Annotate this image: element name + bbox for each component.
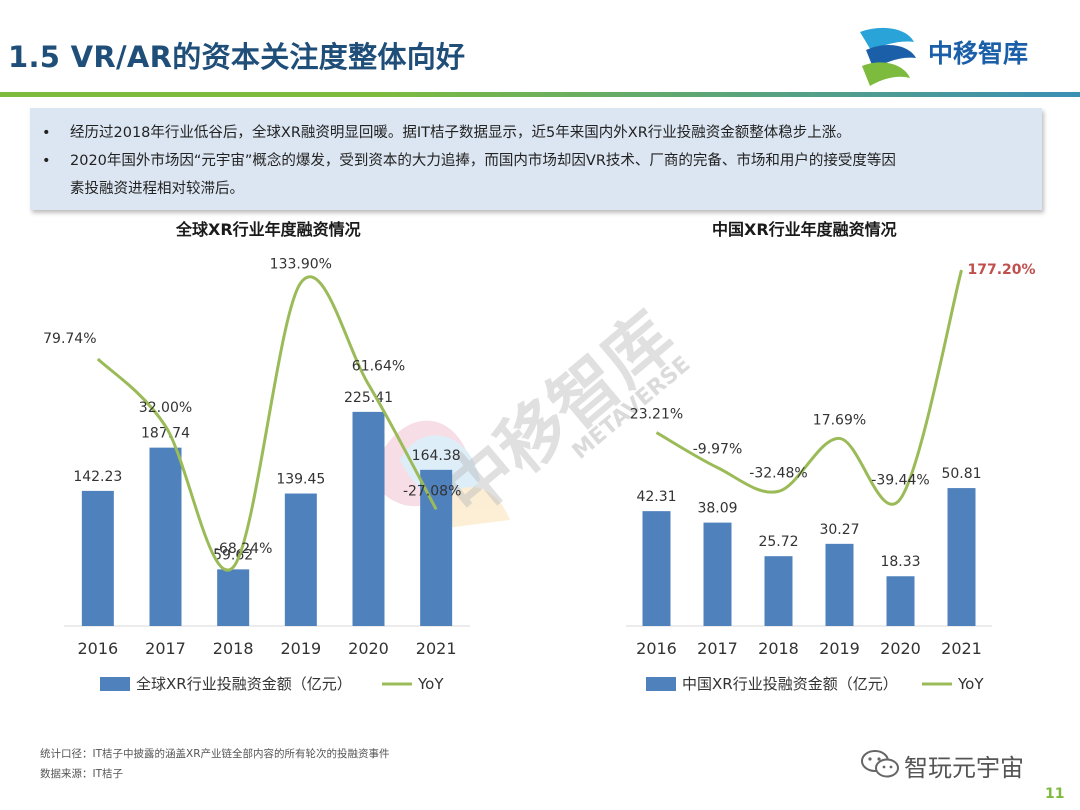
bar-2017 (703, 522, 732, 626)
bar-label-2018: 59.62 (213, 547, 253, 563)
wechat-icon (861, 750, 899, 778)
x-tick-2016: 2016 (77, 639, 118, 658)
bar-2018 (217, 569, 250, 626)
yoy-label-2019: 17.69% (813, 412, 866, 428)
x-tick-2019: 2019 (819, 639, 860, 658)
legend-bar-swatch (646, 677, 676, 691)
bar-label-2016: 142.23 (73, 469, 122, 485)
logo-text: 中移智库 (928, 39, 1029, 68)
x-tick-2020: 2020 (348, 639, 389, 658)
chart-title-global: 全球XR行业年度融资情况 (176, 220, 361, 239)
footnote-scope: 统计口径：IT桔子中披露的涵盖XR产业链全部内容的所有轮次的投融资事件 (40, 748, 390, 760)
yoy-label-2018: -32.48% (749, 465, 807, 481)
page-number: 11 (1045, 786, 1065, 802)
summary-bullet-2: • 2020年国外市场因“元宇宙”概念的爆发，受到资本的大力追捧，而国内市场却因… (42, 148, 896, 174)
yoy-label-2017: -9.97% (693, 442, 743, 458)
bar-label-2020: 225.41 (344, 390, 393, 406)
legend-line-label: YoY (957, 675, 984, 693)
wechat-account-name: 智玩元宇宙 (904, 754, 1024, 782)
bar-2018 (764, 556, 793, 626)
china-mobile-think-tank-logo-icon (860, 27, 916, 86)
legend-bar-label: 全球XR行业投融资金额（亿元） (136, 675, 352, 693)
bar-2021 (947, 488, 976, 626)
bar-label-2017: 38.09 (697, 501, 737, 517)
bullet-dot-icon: • (42, 125, 51, 141)
bar-2016 (642, 511, 671, 626)
footnote-source: 数据来源：IT桔子 (40, 768, 124, 780)
legend-line-label: YoY (417, 675, 444, 693)
legend-bar-label: 中国XR行业投融资金额（亿元） (682, 675, 898, 693)
bar-2016 (81, 490, 114, 626)
bar-label-2017: 187.74 (141, 426, 190, 442)
bar-2020 (352, 411, 385, 626)
x-tick-2017: 2017 (697, 639, 738, 658)
bar-label-2021: 164.38 (412, 448, 461, 464)
yoy-label-2021: 177.20% (967, 262, 1035, 278)
bar-2021 (420, 469, 453, 626)
bar-2017 (149, 447, 182, 626)
title-divider (0, 92, 1080, 97)
summary-bullet-1: • 经历过2018年行业低谷后，全球XR融资明显回暖。据IT桔子数据显示，近5年… (42, 120, 851, 146)
x-tick-2016: 2016 (636, 639, 677, 658)
bar-label-2016: 42.31 (636, 489, 676, 505)
yoy-line (96, 275, 438, 572)
yoy-label-2018: -68.24% (214, 541, 272, 557)
bar-label-2019: 139.45 (276, 472, 325, 488)
x-tick-2020: 2020 (880, 639, 921, 658)
x-tick-2021: 2021 (416, 639, 457, 658)
yoy-label-2016: 79.74% (43, 331, 96, 347)
summary-bullet-2-cont: 素投融资进程相对较滞后。 (70, 181, 244, 197)
bar-label-2020: 18.33 (880, 554, 920, 570)
x-tick-2021: 2021 (941, 639, 982, 658)
bar-2019 (284, 493, 317, 626)
x-tick-2019: 2019 (280, 639, 321, 658)
chart-global-xr-funding: 142.23 2016 187.74 2017 59.62 2018 139.45 2019 2… (43, 257, 470, 693)
chart-china-xr-funding: 42.31 2016 38.09 2017 25.72 2018 30.27 2019 18.3… (626, 262, 1036, 693)
bullet-dot-icon: • (42, 153, 51, 169)
yoy-label-2019: 133.90% (270, 257, 332, 273)
x-tick-2017: 2017 (145, 639, 186, 658)
x-tick-2018: 2018 (213, 639, 254, 658)
bar-label-2018: 25.72 (758, 534, 798, 550)
bar-2019 (825, 543, 854, 626)
summary-box: • 经历过2018年行业低谷后，全球XR融资明显回暖。据IT桔子数据显示，近5年… (30, 108, 1042, 210)
yoy-label-2017: 32.00% (139, 400, 192, 416)
yoy-line (655, 269, 963, 506)
page-title: 1.5 VR/AR的资本关注度整体向好 (8, 40, 466, 74)
yoy-label-2020: -39.44% (871, 473, 929, 489)
bar-label-2019: 30.27 (819, 522, 859, 538)
chart-title-china: 中国XR行业年度融资情况 (712, 220, 897, 239)
yoy-label-2020: 61.64% (352, 358, 405, 374)
yoy-label-2016: 23.21% (630, 407, 683, 423)
bar-label-2021: 50.81 (941, 466, 981, 482)
legend-bar-swatch (100, 677, 130, 691)
yoy-label-2021: -27.08% (403, 483, 461, 499)
x-tick-2018: 2018 (758, 639, 799, 658)
bar-2020 (886, 576, 915, 626)
